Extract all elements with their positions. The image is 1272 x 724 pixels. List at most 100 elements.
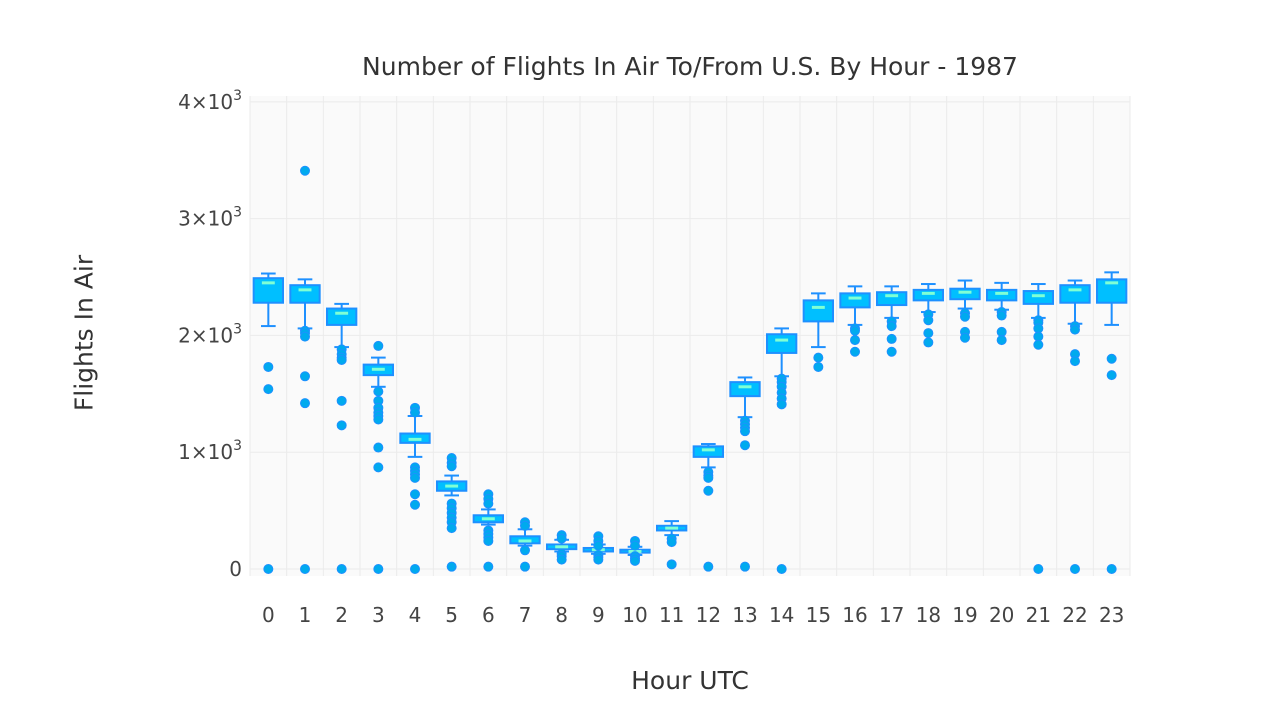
- y-tick-label: 0: [229, 557, 242, 581]
- x-tick-label: 4: [409, 603, 422, 627]
- outlier-point: [703, 561, 714, 572]
- outlier-point: [1070, 356, 1080, 367]
- box-group: [729, 376, 761, 572]
- outlier-point: [373, 386, 384, 397]
- outlier-point: [336, 563, 347, 574]
- box-iqr: [289, 284, 321, 304]
- outlier-point: [1033, 323, 1044, 334]
- outlier-point: [373, 462, 384, 473]
- outlier-point: [850, 335, 860, 346]
- outlier-point: [630, 555, 640, 566]
- box-group: [326, 302, 358, 574]
- box-group: [1059, 279, 1091, 574]
- x-tick-label: 23: [1099, 603, 1124, 627]
- outlier-point: [960, 311, 970, 322]
- x-tick-label: 1: [299, 603, 312, 627]
- box-group: [766, 327, 798, 574]
- outlier-point: [960, 332, 970, 343]
- outlier-point: [263, 384, 274, 395]
- x-tick-label: 12: [696, 603, 721, 627]
- box-group: [252, 272, 285, 574]
- outlier-point: [410, 407, 420, 418]
- outlier-point: [1106, 370, 1117, 381]
- outlier-point: [483, 535, 494, 546]
- x-tick-label: 20: [989, 603, 1014, 627]
- outlier-point: [1070, 563, 1080, 574]
- box-iqr: [692, 445, 725, 458]
- box-group: [399, 402, 431, 574]
- outlier-point: [1033, 331, 1044, 342]
- box-group: [656, 520, 688, 570]
- grid-layer: [249, 96, 1131, 576]
- outlier-point: [740, 440, 750, 451]
- x-tick-label: 21: [1026, 603, 1051, 627]
- x-tick-label: 7: [519, 603, 532, 627]
- x-tick-label: 11: [659, 603, 684, 627]
- outlier-point: [813, 361, 824, 372]
- box-iqr: [766, 333, 798, 354]
- box-iqr: [1059, 284, 1091, 304]
- box-iqr: [729, 381, 761, 398]
- chart-title: Number of Flights In Air To/From U.S. By…: [362, 52, 1018, 81]
- box-group: [802, 292, 835, 372]
- outlier-point: [593, 540, 604, 551]
- x-tick-label: 19: [952, 603, 977, 627]
- x-tick-label: 2: [335, 603, 348, 627]
- outlier-point: [996, 335, 1007, 346]
- outlier-point: [336, 420, 347, 431]
- outlier-point: [300, 398, 310, 409]
- outlier-point: [373, 442, 384, 453]
- outlier-point: [263, 563, 274, 574]
- outlier-point: [263, 361, 274, 372]
- x-tick-label: 13: [732, 603, 757, 627]
- box-group: [546, 530, 578, 565]
- x-tick-label: 10: [622, 603, 647, 627]
- x-tick-label: 15: [806, 603, 831, 627]
- outlier-point: [813, 352, 824, 363]
- box-layer: [252, 165, 1128, 574]
- outlier-point: [923, 328, 934, 339]
- outlier-point: [886, 346, 897, 357]
- box-iqr: [1022, 290, 1055, 305]
- outlier-point: [996, 310, 1007, 321]
- outlier-point: [740, 561, 750, 572]
- y-axis-title: Flights In Air: [69, 254, 99, 412]
- box-group: [1096, 271, 1128, 574]
- outlier-point: [1033, 563, 1044, 574]
- outlier-point: [410, 499, 420, 510]
- box-group: [289, 165, 321, 574]
- box-iqr: [986, 288, 1018, 302]
- outlier-point: [410, 489, 420, 500]
- y-tick-label: 4×103: [178, 88, 242, 114]
- outlier-point: [336, 354, 347, 365]
- outlier-point: [923, 337, 934, 348]
- outlier-point: [556, 533, 567, 544]
- box-iqr: [326, 307, 358, 326]
- outlier-point: [520, 545, 530, 556]
- x-tick-label: 6: [482, 603, 495, 627]
- outlier-point: [336, 395, 347, 406]
- y-tick-label: 3×103: [178, 205, 242, 231]
- outlier-point: [886, 321, 897, 332]
- x-tick-label: 14: [769, 603, 794, 627]
- x-tick-label: 3: [372, 603, 385, 627]
- outlier-point: [520, 561, 530, 572]
- outlier-point: [373, 563, 384, 574]
- outlier-point: [483, 561, 494, 572]
- outlier-point: [1070, 324, 1080, 335]
- outlier-point: [593, 554, 604, 565]
- x-tick-label: 22: [1062, 603, 1087, 627]
- box-group: [509, 517, 541, 572]
- box-group: [1022, 283, 1055, 574]
- outlier-point: [996, 326, 1007, 337]
- box-group: [619, 535, 651, 566]
- x-tick-label: 18: [916, 603, 941, 627]
- outlier-point: [850, 325, 860, 336]
- outlier-point: [373, 340, 384, 351]
- outlier-point: [776, 563, 787, 574]
- outlier-point: [483, 498, 494, 509]
- x-axis-title: Hour UTC: [631, 666, 749, 695]
- x-tick-label: 5: [445, 603, 458, 627]
